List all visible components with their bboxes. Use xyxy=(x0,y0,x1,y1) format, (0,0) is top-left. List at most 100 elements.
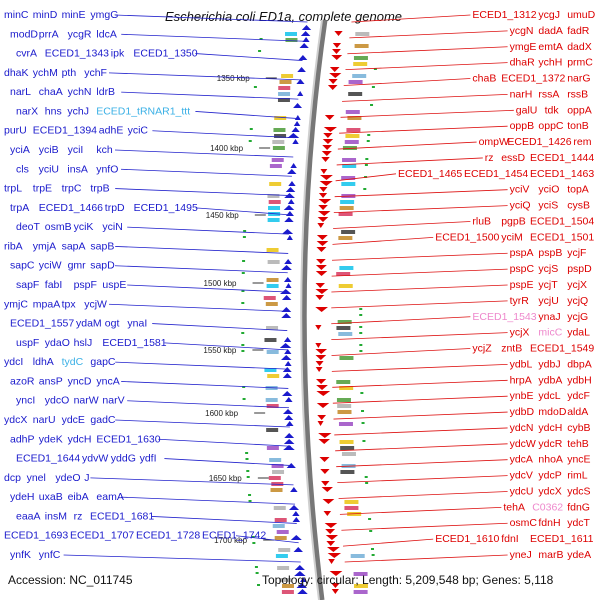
gene-label[interactable]: rz xyxy=(74,510,83,522)
gene-label[interactable]: ynfO xyxy=(96,163,118,175)
gene-label[interactable]: ydbL xyxy=(510,358,533,370)
gene-label[interactable]: tyrR xyxy=(510,295,530,307)
reverse-gene-arrow[interactable] xyxy=(316,247,327,252)
gene-label[interactable]: ECED1_1466 xyxy=(39,202,103,214)
gene-label[interactable]: fdnG xyxy=(567,501,590,513)
gene-label[interactable]: ECED1_1630 xyxy=(96,433,160,445)
gene-label[interactable]: mpaA xyxy=(33,298,60,310)
gene-label[interactable]: narL xyxy=(10,86,31,98)
gene-label[interactable]: hslJ xyxy=(74,337,93,349)
gene-label[interactable]: oppB xyxy=(510,120,535,132)
gene-label[interactable]: galU xyxy=(516,104,538,116)
gene-label[interactable]: oppC xyxy=(538,120,564,132)
forward-gene-arrow[interactable] xyxy=(292,517,301,522)
gene-label[interactable]: ydcL xyxy=(538,390,560,402)
gene-label[interactable]: azoR xyxy=(10,375,35,387)
gene-label[interactable]: ynaI xyxy=(127,318,147,330)
gene-label[interactable]: ydcV xyxy=(510,470,533,482)
gene-label[interactable]: dcp xyxy=(4,472,21,484)
forward-gene-arrow[interactable] xyxy=(290,487,298,492)
reverse-gene-arrow[interactable] xyxy=(328,559,335,564)
gene-label[interactable]: ECED1_1693 xyxy=(4,530,68,542)
gene-label[interactable]: ycjX xyxy=(510,327,530,339)
gene-label[interactable]: tdk xyxy=(545,104,560,116)
gene-label[interactable]: chaB xyxy=(472,73,496,85)
gene-label[interactable]: ECED1_1581 xyxy=(102,337,166,349)
forward-gene-arrow[interactable] xyxy=(294,115,301,120)
reverse-gene-arrow[interactable] xyxy=(321,481,330,486)
gene-label[interactable]: uspE xyxy=(102,279,126,291)
gene-label[interactable]: yciC xyxy=(128,125,149,137)
gene-label[interactable]: ydcH xyxy=(538,422,562,434)
forward-gene-arrow[interactable] xyxy=(296,583,308,588)
gene-label[interactable]: ompW xyxy=(479,136,509,148)
gene-label[interactable]: dbpA xyxy=(567,358,592,370)
forward-gene-arrow[interactable] xyxy=(285,283,292,288)
gene-label[interactable]: trpC xyxy=(62,183,82,195)
gene-label[interactable]: ECED1_1707 xyxy=(70,530,134,542)
reverse-gene-arrow[interactable] xyxy=(329,73,342,78)
reverse-gene-arrow[interactable] xyxy=(322,139,334,144)
gene-label[interactable]: ydbA xyxy=(538,374,562,386)
gene-label[interactable]: rssB xyxy=(567,88,588,100)
forward-gene-arrow[interactable] xyxy=(283,337,292,342)
gene-label[interactable]: sapA xyxy=(62,240,86,252)
gene-label[interactable]: narV xyxy=(102,395,124,407)
gene-label[interactable]: osmC xyxy=(510,517,538,529)
reverse-gene-arrow[interactable] xyxy=(316,391,331,396)
reverse-gene-arrow[interactable] xyxy=(319,457,330,462)
gene-label[interactable]: ydcU xyxy=(510,485,534,497)
reverse-gene-arrow[interactable] xyxy=(315,361,324,366)
gene-label[interactable]: yncD xyxy=(68,375,92,387)
gene-label[interactable]: ydeK xyxy=(39,433,63,445)
gene-label[interactable]: ydbD xyxy=(510,406,535,418)
gene-label[interactable]: ychJ xyxy=(67,105,89,117)
gene-label[interactable]: sapD xyxy=(90,260,115,272)
reverse-gene-arrow[interactable] xyxy=(325,529,336,534)
gene-label[interactable]: narW xyxy=(74,395,99,407)
reverse-gene-arrow[interactable] xyxy=(329,67,340,72)
reverse-gene-arrow[interactable] xyxy=(326,547,340,552)
reverse-gene-arrow[interactable] xyxy=(323,127,338,132)
gene-label[interactable]: ECED1_1495 xyxy=(134,202,198,214)
gene-label[interactable]: minD xyxy=(33,9,58,21)
gene-label[interactable]: fabI xyxy=(45,279,63,291)
gene-label[interactable]: gapC xyxy=(90,356,116,368)
gene-label[interactable]: ycgJ xyxy=(538,9,560,21)
gene-label[interactable]: trpA xyxy=(10,202,29,214)
reverse-gene-arrow[interactable] xyxy=(315,289,329,294)
reverse-gene-arrow[interactable] xyxy=(323,511,332,516)
gene-label[interactable]: pgpB xyxy=(501,215,526,227)
gene-label[interactable]: ycgR xyxy=(68,28,92,40)
gene-label[interactable]: trpB xyxy=(90,183,109,195)
reverse-gene-arrow[interactable] xyxy=(316,235,328,240)
gene-label[interactable]: ECED1_1742 xyxy=(202,530,266,542)
forward-gene-arrow[interactable] xyxy=(290,535,302,540)
gene-label[interactable]: rluB xyxy=(472,215,491,227)
gene-label[interactable]: cls xyxy=(16,163,29,175)
reverse-gene-arrow[interactable] xyxy=(317,421,324,426)
gene-label[interactable]: ymjA xyxy=(33,240,56,252)
gene-label[interactable]: prmC xyxy=(567,57,593,69)
forward-gene-arrow[interactable] xyxy=(282,391,293,396)
gene-label[interactable]: ECED1_1644 xyxy=(16,453,80,465)
reverse-gene-arrow[interactable] xyxy=(318,199,332,204)
gene-label[interactable]: modD xyxy=(10,28,38,40)
gene-label[interactable]: ldhA xyxy=(33,356,54,368)
reverse-gene-arrow[interactable] xyxy=(315,307,328,312)
reverse-gene-arrow[interactable] xyxy=(322,145,332,150)
gene-label[interactable]: ynfC xyxy=(39,549,61,561)
gene-label[interactable]: marB xyxy=(538,549,563,561)
gene-label[interactable]: yciO xyxy=(538,184,559,196)
gene-label[interactable]: ycjU xyxy=(538,295,558,307)
gene-label[interactable]: ydcP xyxy=(538,470,561,482)
gene-label[interactable]: ECED1_1312 xyxy=(472,9,536,21)
forward-gene-arrow[interactable] xyxy=(281,265,292,270)
reverse-gene-arrow[interactable] xyxy=(327,553,342,558)
gene-label[interactable]: ydcW xyxy=(510,438,536,450)
gene-label[interactable]: ydcS xyxy=(567,485,590,497)
gene-label[interactable]: ECED1_1549 xyxy=(530,343,594,355)
forward-gene-arrow[interactable] xyxy=(287,169,297,174)
forward-gene-arrow[interactable] xyxy=(283,409,294,414)
